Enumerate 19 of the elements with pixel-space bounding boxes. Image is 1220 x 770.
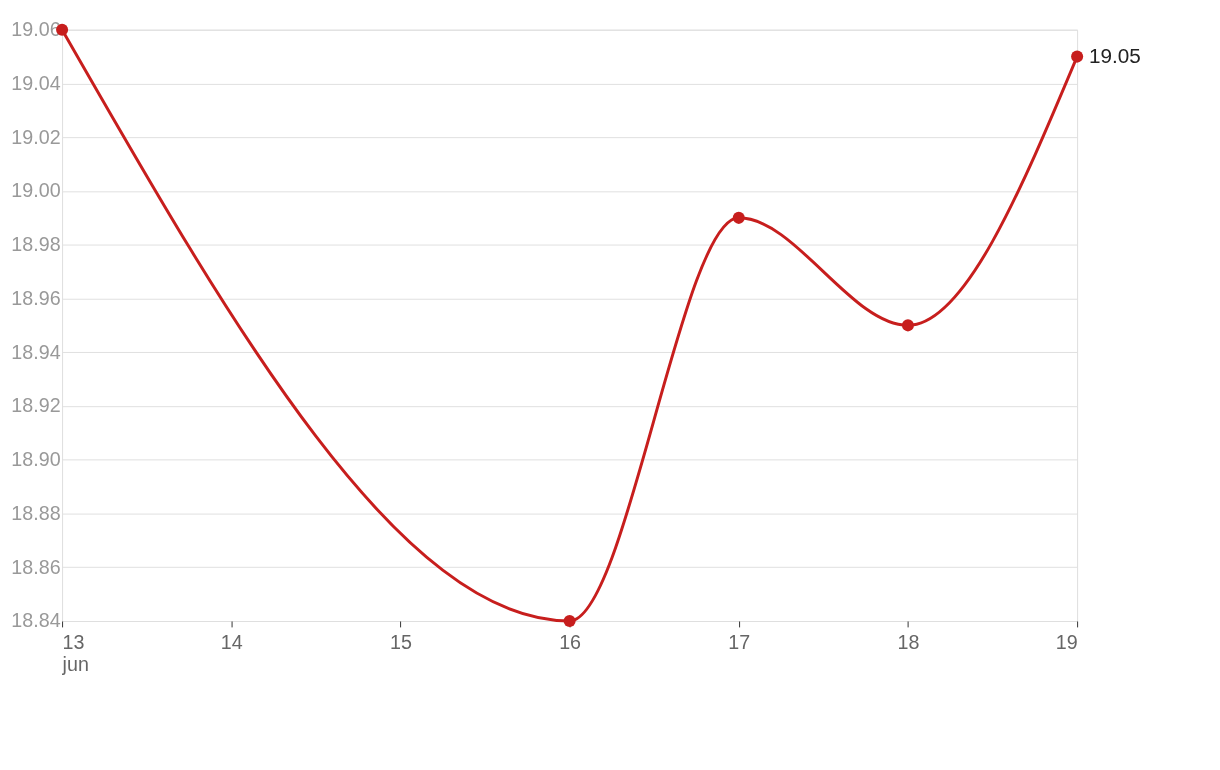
- y-tick-label: 18.84: [11, 609, 61, 632]
- y-tick-label: 18.94: [11, 340, 61, 363]
- data-label: 19.05: [1088, 43, 1141, 67]
- y-tick-label: 18.86: [11, 555, 61, 578]
- x-tick-label: 18: [897, 631, 920, 654]
- x-tick-label: 14: [220, 631, 243, 654]
- y-tick-label: 18.88: [11, 501, 61, 524]
- y-tick-label: 19.02: [11, 125, 61, 148]
- y-tick-label: 18.96: [11, 286, 61, 309]
- x-tick-label: 15: [389, 631, 412, 654]
- y-tick-label: 18.90: [11, 448, 61, 471]
- x-tick-label: 19: [1055, 631, 1078, 654]
- x-tick-label: 16: [559, 631, 582, 654]
- x-tick-label: 17: [728, 631, 751, 654]
- y-tick-label: 19.04: [11, 71, 61, 94]
- y-tick-label: 18.98: [11, 233, 61, 256]
- y-tick-label: 18.92: [11, 394, 61, 417]
- y-tick-label: 19.00: [11, 179, 61, 202]
- x-tick-label: 13 jun: [61, 631, 89, 675]
